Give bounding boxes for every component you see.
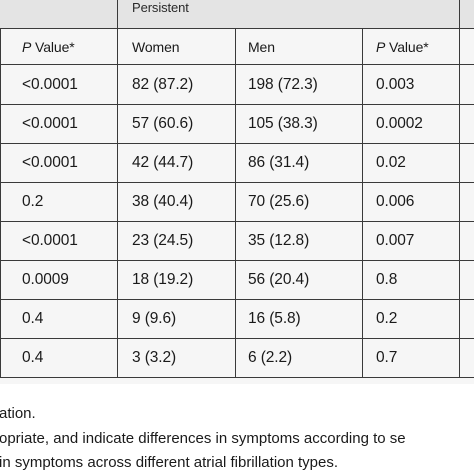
header-p-value-right: P Value*: [376, 39, 429, 55]
cell-p-value-right: 0.0002: [376, 115, 423, 132]
col-divider: [459, 0, 460, 378]
row-divider: [0, 182, 474, 183]
cell-p-value-left: 0.4: [22, 349, 44, 366]
cell-p-value-right: 0.006: [376, 193, 415, 210]
rule-bottom: [0, 377, 474, 378]
row-divider: [0, 338, 474, 339]
cell-women: 82 (87.2): [132, 76, 194, 93]
header-men: Men: [248, 39, 275, 55]
cell-p-value-right: 0.2: [376, 310, 398, 327]
rule-top: [0, 28, 474, 29]
col-divider: [362, 28, 363, 378]
cell-men: 16 (5.8): [248, 310, 301, 327]
group-header-persistent: Persistent: [132, 0, 189, 15]
rule-header-bottom: [0, 64, 474, 65]
cell-p-value-left: <0.0001: [22, 115, 78, 132]
cell-women: 18 (19.2): [132, 271, 194, 288]
row-divider: [0, 221, 474, 222]
cell-p-value-right: 0.003: [376, 76, 415, 93]
cell-p-value-right: 0.8: [376, 271, 398, 288]
cell-men: 6 (2.2): [248, 349, 293, 366]
cell-women: 42 (44.7): [132, 154, 194, 171]
cell-men: 198 (72.3): [248, 76, 318, 93]
row-divider: [0, 143, 474, 144]
footnote-line: ation.: [0, 405, 36, 422]
cell-p-value-left: <0.0001: [22, 232, 78, 249]
cell-women: 38 (40.4): [132, 193, 194, 210]
row-divider: [0, 299, 474, 300]
col-divider: [117, 0, 118, 378]
cell-women: 57 (60.6): [132, 115, 194, 132]
footnote-line: in symptoms across different atrial fibr…: [0, 454, 339, 471]
cell-p-value-left: 0.2: [22, 193, 44, 210]
cell-p-value-right: 0.02: [376, 154, 406, 171]
cell-men: 86 (31.4): [248, 154, 310, 171]
cell-women: 23 (24.5): [132, 232, 194, 249]
header-women: Women: [132, 39, 180, 55]
cell-men: 35 (12.8): [248, 232, 310, 249]
footnote-line: opriate, and indicate differences in sym…: [0, 430, 406, 447]
cell-p-value-left: <0.0001: [22, 154, 78, 171]
cell-women: 9 (9.6): [132, 310, 177, 327]
cell-men: 56 (20.4): [248, 271, 310, 288]
col-divider: [235, 28, 236, 378]
row-divider: [0, 260, 474, 261]
cell-p-value-left: <0.0001: [22, 76, 78, 93]
row-divider: [0, 104, 474, 105]
cell-women: 3 (3.2): [132, 349, 177, 366]
cell-p-value-right: 0.7: [376, 349, 398, 366]
cell-p-value-left: 0.4: [22, 310, 44, 327]
cell-men: 105 (38.3): [248, 115, 318, 132]
table-background: [0, 0, 474, 384]
cell-men: 70 (25.6): [248, 193, 310, 210]
group-header-band: [0, 0, 474, 28]
cell-p-value-right: 0.007: [376, 232, 415, 249]
cell-p-value-left: 0.0009: [22, 271, 69, 288]
col-divider: [0, 28, 1, 378]
header-p-value-left: P Value*: [22, 39, 75, 55]
